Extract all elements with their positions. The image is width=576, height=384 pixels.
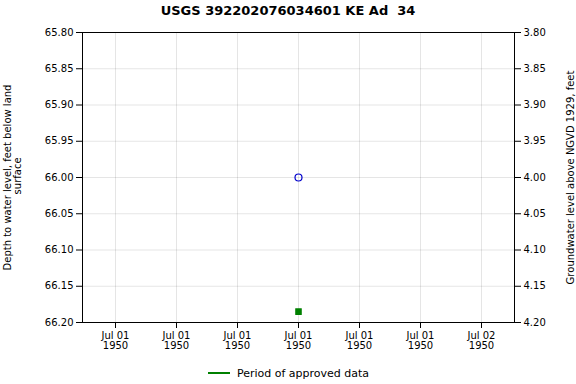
svg-text:3.95: 3.95: [524, 135, 546, 146]
html-text:USGS 392202076034601 KE Ad 34: USGS 392202076034601 KE Ad 34: [160, 3, 416, 18]
svg-text:66.00: 66.00: [45, 172, 74, 183]
svg-text:Jul 011950: Jul 011950: [223, 330, 252, 351]
svg-text:4.05: 4.05: [524, 208, 546, 219]
svg-text:Groundwater level above NGVD 1: Groundwater level above NGVD 1929, feet: [565, 71, 576, 285]
svg-text:65.80: 65.80: [45, 27, 74, 38]
svg-text:Jul 011950: Jul 011950: [284, 330, 313, 351]
svg-text:3.85: 3.85: [524, 63, 546, 74]
svg-text:65.90: 65.90: [45, 99, 74, 110]
svg-text:4.20: 4.20: [524, 317, 546, 328]
svg-text:4.10: 4.10: [524, 244, 546, 255]
svg-text:Jul 011950: Jul 011950: [162, 330, 191, 351]
svg-text:Jul 021950: Jul 021950: [467, 330, 496, 351]
svg-text:Jul 011950: Jul 011950: [345, 330, 374, 351]
svg-text:3.90: 3.90: [524, 99, 546, 110]
svg-text:Depth to water level, feet bel: Depth to water level, feet below land su…: [2, 85, 23, 271]
html-text:Period of approved data: Period of approved data: [236, 366, 370, 380]
svg-text:66.15: 66.15: [45, 280, 74, 291]
svg-text:4.00: 4.00: [524, 172, 546, 183]
svg-text:65.95: 65.95: [45, 135, 74, 146]
svg-text:65.85: 65.85: [45, 63, 74, 74]
svg-text:66.10: 66.10: [45, 244, 74, 255]
svg-text:Jul 011950: Jul 011950: [406, 330, 435, 351]
svg-text:Jul 011950: Jul 011950: [101, 330, 130, 351]
svg-text:4.15: 4.15: [524, 280, 546, 291]
svg-text:3.80: 3.80: [524, 27, 546, 38]
svg-text:66.05: 66.05: [45, 208, 74, 219]
svg-text:66.20: 66.20: [45, 317, 74, 328]
